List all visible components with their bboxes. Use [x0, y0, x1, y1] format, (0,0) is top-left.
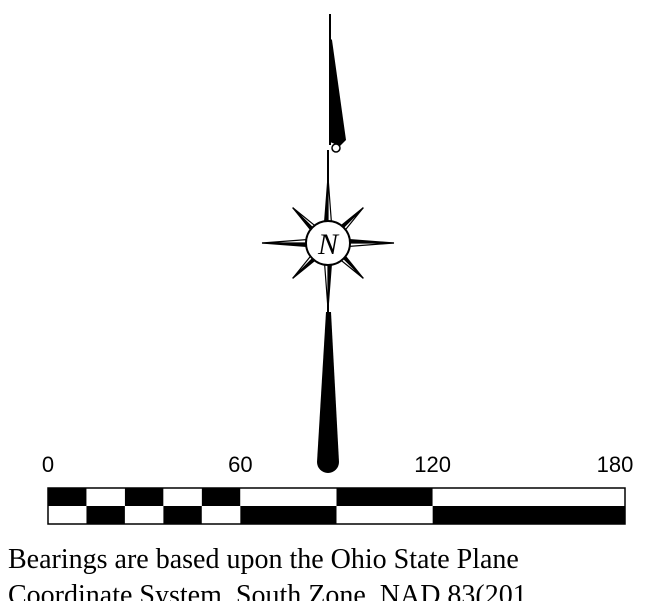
compass-circle — [305, 220, 351, 266]
tail-spike — [317, 312, 339, 473]
scale-segment — [86, 488, 125, 506]
scale-segment — [432, 506, 625, 524]
scale-segment — [163, 488, 202, 506]
scale-segment — [163, 506, 202, 524]
scale-segment — [336, 488, 433, 506]
scale-segment — [336, 506, 433, 524]
scale-label: 180 — [597, 452, 634, 477]
scale-segment — [201, 506, 241, 524]
note-line: Coordinate System, South Zone, NAD 83(20… — [8, 580, 527, 601]
scale-frame — [47, 487, 626, 525]
scale-segment — [240, 488, 337, 506]
scale-segment — [48, 506, 87, 524]
scale-segment — [124, 488, 164, 506]
north-arrow: N — [261, 14, 395, 473]
scale-label: 60 — [228, 452, 252, 477]
scale-segment — [86, 506, 125, 524]
scale-segment — [201, 488, 241, 506]
scale-bar: 0 60 120 180 — [42, 452, 634, 525]
note-line: Bearings are based upon the Ohio State P… — [8, 544, 519, 575]
scale-segment — [432, 488, 625, 506]
scale-segment — [48, 488, 87, 506]
needle-head — [330, 38, 346, 146]
scale-label: 120 — [414, 452, 451, 477]
north-label: N — [317, 228, 340, 261]
scale-segment — [124, 506, 164, 524]
scale-segment — [240, 506, 337, 524]
scale-label: 0 — [42, 452, 54, 477]
needle-pivot — [331, 143, 341, 153]
